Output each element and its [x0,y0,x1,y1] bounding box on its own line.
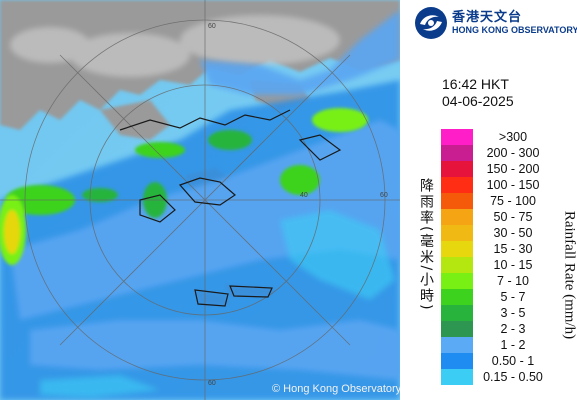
org-name-zh: 香港天文台 [452,10,523,25]
legend-label: 75 - 100 [490,194,536,208]
legend-row: 30 - 50 [441,225,553,241]
legend-row: 5 - 7 [441,289,553,305]
legend-label: 0.50 - 1 [491,354,535,368]
legend-swatch [441,369,473,385]
legend-label: 100 - 150 [486,178,540,192]
legend-label: 15 - 30 [493,242,533,256]
copyright-text: © Hong Kong Observatory [272,383,400,395]
legend-row: 75 - 100 [441,193,553,209]
legend-row: 1 - 2 [441,337,553,353]
legend-swatch [441,161,473,177]
hko-logo: 香港天文台 HONG KONG OBSERVATORY [414,6,577,40]
legend-swatch [441,129,473,145]
hko-logo-icon [415,7,447,39]
timestamp: 16:42 HKT 04-06-2025 [442,76,514,110]
legend-row: 0.50 - 1 [441,353,553,369]
legend-panel: 香港天文台 HONG KONG OBSERVATORY 16:42 HKT 04… [400,0,577,400]
legend-label: 7 - 10 [497,274,529,288]
legend-title-zh: 降雨率(毫米/小時) [418,178,434,312]
legend-label: 200 - 300 [486,146,540,160]
legend-row: 150 - 200 [441,161,553,177]
legend-row: 3 - 5 [441,305,553,321]
legend-swatch [441,321,473,337]
legend-swatch [441,241,473,257]
date-label: 04-06-2025 [442,93,514,109]
legend-label: >300 [498,130,528,144]
legend-row: 100 - 150 [441,177,553,193]
legend-swatch [441,145,473,161]
rainfall-legend: >300 200 - 300 150 - 200 100 - 150 75 - 100 5… [441,129,553,385]
legend-swatch [441,209,473,225]
legend-row: 50 - 75 [441,209,553,225]
legend-row: 10 - 15 [441,257,553,273]
legend-label: 5 - 7 [500,290,526,304]
legend-title-en-wrap: Rainfall Rate (mm/h) [561,180,577,370]
legend-swatch [441,225,473,241]
legend-label: 1 - 2 [500,338,526,352]
legend-label: 150 - 200 [486,162,540,176]
legend-row: 15 - 30 [441,241,553,257]
legend-swatch [441,353,473,369]
time-label: 16:42 HKT [442,76,509,92]
legend-row: 0.15 - 0.50 [441,369,553,385]
radar-image: 40 60 60 60 [0,0,400,400]
legend-label: 3 - 5 [500,306,526,320]
legend-row: 200 - 300 [441,145,553,161]
legend-label: 2 - 3 [500,322,526,336]
radar-map[interactable]: 40 60 60 60 © Hong Kong Observatory [0,0,400,400]
legend-label: 0.15 - 0.50 [483,370,543,384]
range-ring-label: 40 [300,192,308,199]
range-ring-label: 60 [208,23,216,30]
legend-swatch [441,337,473,353]
legend-label: 10 - 15 [493,258,533,272]
legend-label: 50 - 75 [493,210,533,224]
legend-row: 7 - 10 [441,273,553,289]
legend-label: 30 - 50 [493,226,533,240]
legend-swatch [441,193,473,209]
org-name-en: HONG KONG OBSERVATORY [452,25,577,35]
legend-row: 2 - 3 [441,321,553,337]
legend-title-en: Rainfall Rate (mm/h) [561,210,577,340]
legend-swatch [441,273,473,289]
legend-swatch [441,257,473,273]
legend-swatch [441,305,473,321]
range-ring-label: 60 [380,192,388,199]
legend-swatch [441,177,473,193]
legend-swatch [441,289,473,305]
range-ring-label: 60 [208,380,216,387]
legend-row: >300 [441,129,553,145]
